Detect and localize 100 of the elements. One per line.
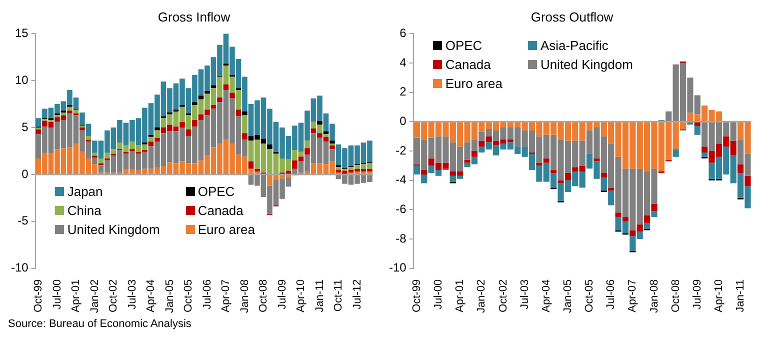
chart-title: Gross Outflow: [530, 9, 614, 24]
chart-title: Gross Inflow: [158, 9, 231, 24]
x-tick-label: Oct-08: [670, 279, 682, 312]
x-tick-label: Oct-05: [182, 279, 195, 312]
y-tick-label: 15: [14, 26, 29, 40]
legend-label: OPEC: [445, 38, 482, 53]
x-tick-label: Jul-06: [605, 279, 618, 310]
y-tick-label: -10: [389, 260, 407, 275]
x-tick-label: Oct-02: [497, 279, 510, 312]
bar: [154, 128, 160, 130]
bar: [242, 133, 248, 140]
legend-label: Asia-Pacific: [540, 38, 608, 53]
legend-label: Japan: [67, 184, 103, 200]
legend-label: Canada: [445, 56, 491, 72]
bar: [192, 102, 198, 105]
x-tick-label: Apr-01: [454, 279, 466, 312]
y-tick-label: -5: [18, 214, 29, 228]
bar: [304, 148, 310, 155]
y-tick-label: -10: [11, 260, 29, 275]
x-tick-label: Jan-11: [314, 279, 326, 312]
bar: [210, 85, 216, 88]
bar: [254, 168, 260, 172]
bar: [330, 145, 335, 150]
bar: [242, 115, 248, 134]
bar: [615, 212, 622, 218]
bar: [608, 188, 614, 191]
x-tick-label: Jul-03: [126, 279, 138, 310]
bar: [198, 96, 204, 100]
bar: [310, 128, 316, 134]
x-tick-label: Jan-11: [734, 279, 747, 312]
source-note: Source: Bureau of Economic Analysis: [8, 318, 192, 330]
bar: [414, 166, 420, 174]
y-tick-label: 5: [22, 120, 29, 134]
bar: [421, 174, 428, 184]
legend-label: United Kingdom: [540, 56, 633, 72]
x-tick-label: Apr-01: [70, 279, 82, 312]
x-tick-label: Jan-08: [238, 279, 251, 314]
bar: [622, 217, 629, 222]
bar: [644, 216, 650, 223]
y-tick-label: -2: [396, 143, 407, 158]
bar: [550, 170, 557, 173]
bar: [154, 138, 160, 142]
x-tick-label: Jul-09: [276, 279, 288, 310]
x-tick-label: Jan-02: [476, 279, 488, 314]
legend-label: Euro area: [198, 222, 255, 238]
bar: [204, 90, 210, 94]
bar: [330, 140, 335, 144]
bar: [304, 140, 310, 148]
legend-label: Canada: [198, 203, 244, 218]
bar: [600, 172, 607, 178]
bar: [317, 120, 322, 125]
legend-label: Euro area: [445, 76, 502, 91]
bar: [36, 118, 42, 127]
bar: [248, 161, 254, 169]
x-tick-label: Apr-04: [540, 279, 552, 312]
bar: [323, 134, 329, 137]
y-tick-label: 10: [14, 72, 29, 87]
bar: [223, 84, 229, 90]
legend-label: OPEC: [198, 184, 235, 200]
bar: [92, 152, 98, 156]
x-tick-label: Jan-05: [562, 279, 574, 314]
x-tick-label: Jul-00: [51, 279, 64, 310]
x-tick-label: Oct-11: [332, 279, 345, 312]
y-tick-label: -6: [396, 202, 407, 216]
y-tick-label: 0: [22, 166, 29, 181]
x-tick-label: Jul-03: [518, 279, 531, 310]
x-tick-label: Oct-99: [32, 279, 44, 312]
bar: [737, 164, 744, 173]
bar: [644, 222, 650, 229]
x-tick-label: Oct-08: [258, 279, 270, 312]
bar: [192, 120, 198, 127]
x-tick-label: Oct-05: [584, 279, 596, 312]
x-tick-label: Jan-05: [164, 279, 176, 314]
bar: [536, 162, 542, 166]
x-tick-label: Jul-09: [691, 279, 704, 310]
y-tick-label: 6: [400, 26, 407, 40]
y-tick-label: 0: [400, 114, 407, 128]
bar: [651, 211, 658, 218]
x-tick-label: Apr-07: [220, 279, 232, 312]
bar: [702, 152, 708, 157]
bar: [148, 142, 154, 146]
bar: [464, 160, 470, 163]
y-tick-label: 2: [400, 84, 407, 99]
x-tick-label: Oct-99: [410, 279, 423, 312]
bar: [651, 204, 658, 212]
bar: [421, 170, 428, 174]
y-tick-label: -4: [396, 172, 407, 187]
bar: [236, 110, 242, 116]
bar: [267, 144, 272, 150]
x-tick-label: Apr-10: [713, 279, 725, 312]
x-tick-label: Apr-04: [145, 279, 158, 312]
x-tick-label: Jul-00: [432, 279, 445, 310]
bar: [744, 176, 751, 186]
bar: [186, 129, 192, 136]
x-tick-label: Apr-07: [626, 279, 639, 312]
bar: [230, 92, 235, 98]
bar: [694, 126, 700, 135]
bar: [672, 150, 679, 157]
bar: [608, 190, 614, 206]
bar: [60, 112, 66, 116]
